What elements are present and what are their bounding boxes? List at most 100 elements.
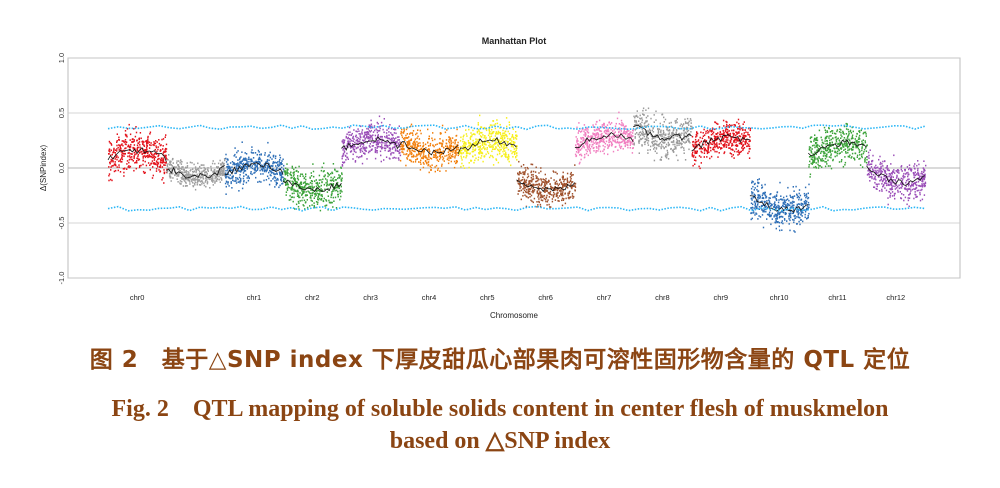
snp-point [426, 162, 428, 165]
snp-point [378, 139, 380, 142]
snp-point [291, 180, 293, 183]
snp-point [758, 206, 761, 208]
snp-point [703, 152, 706, 154]
snp-point [322, 178, 324, 181]
snp-point [369, 138, 371, 140]
snp-point [462, 165, 465, 167]
snp-point [522, 164, 525, 166]
snp-point [761, 208, 763, 210]
snp-point [284, 170, 286, 172]
snp-point [802, 220, 804, 223]
snp-point [782, 203, 784, 205]
snp-point [128, 165, 130, 167]
snp-point [632, 129, 634, 132]
snp-point [595, 146, 598, 148]
snp-point [165, 161, 167, 164]
snp-point [203, 174, 206, 176]
snp-point [324, 205, 326, 207]
snp-point [131, 141, 133, 143]
snp-point [781, 211, 783, 213]
snp-point [396, 140, 398, 143]
snp-point [139, 146, 141, 149]
snp-point [583, 146, 586, 149]
snp-point [134, 162, 136, 164]
snp-point [545, 197, 548, 199]
snp-point [769, 215, 771, 218]
snp-point [634, 137, 636, 139]
snp-point [502, 139, 504, 142]
snp-point [538, 198, 540, 200]
snp-point [302, 196, 304, 199]
snp-point [310, 197, 312, 199]
snp-point [195, 181, 197, 184]
snp-point [272, 167, 274, 170]
snp-point [164, 147, 167, 150]
snp-point [479, 135, 482, 137]
snp-point [553, 189, 556, 191]
snp-point [109, 161, 111, 164]
snp-point [632, 135, 634, 137]
snp-point [757, 182, 759, 185]
snp-point [279, 156, 282, 159]
snp-point [320, 194, 322, 197]
snp-point [442, 157, 445, 159]
snp-point [652, 145, 654, 147]
snp-point [158, 157, 160, 160]
snp-point [710, 149, 712, 152]
snp-point [164, 161, 166, 164]
snp-point [341, 165, 344, 167]
snp-point [792, 209, 795, 212]
snp-point [755, 213, 758, 215]
snp-point [584, 143, 587, 145]
snp-point [676, 138, 678, 141]
snp-point [618, 144, 621, 146]
snp-point [406, 158, 409, 160]
snp-point [782, 216, 784, 218]
snp-point [796, 204, 798, 206]
snp-point [551, 186, 553, 189]
snp-point [194, 179, 197, 181]
snp-point [715, 139, 717, 142]
snp-point [716, 133, 718, 135]
snp-point [588, 145, 591, 147]
snp-point [717, 132, 719, 134]
snp-point [343, 162, 345, 164]
snp-point [221, 179, 223, 181]
snp-point [201, 183, 203, 185]
snp-point [705, 130, 707, 133]
snp-point [757, 194, 759, 196]
snp-point [732, 135, 734, 138]
snp-point [530, 163, 532, 166]
snp-point [555, 180, 558, 183]
snp-point [480, 126, 482, 129]
snp-point [378, 130, 380, 132]
snp-point [535, 180, 537, 183]
snp-point [133, 128, 135, 130]
snp-point [400, 148, 402, 150]
snp-point [754, 200, 756, 203]
snp-point [487, 152, 490, 155]
snp-point [377, 142, 380, 144]
snp-point [250, 171, 252, 173]
snp-point [372, 145, 374, 147]
snp-point [347, 146, 349, 149]
snp-point [302, 186, 304, 188]
snp-point [368, 126, 371, 128]
snp-point [311, 204, 313, 206]
snp-point [556, 182, 558, 185]
snp-point [661, 140, 663, 142]
snp-point [222, 173, 225, 175]
snp-point [136, 161, 138, 164]
snp-point [121, 152, 124, 154]
snp-point [751, 217, 753, 220]
snp-point [492, 146, 494, 148]
snp-point [161, 166, 164, 168]
snp-point [390, 139, 393, 142]
snp-point [529, 193, 531, 195]
snp-point [447, 162, 450, 165]
snp-point [647, 137, 649, 140]
snp-point [113, 147, 115, 150]
snp-point [380, 146, 383, 148]
snp-point [629, 132, 631, 134]
snp-point [449, 144, 451, 146]
